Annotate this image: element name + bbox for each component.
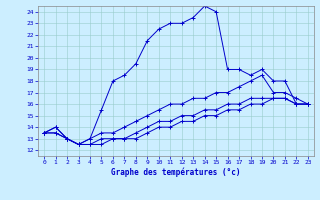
X-axis label: Graphe des températures (°c): Graphe des températures (°c) — [111, 168, 241, 177]
